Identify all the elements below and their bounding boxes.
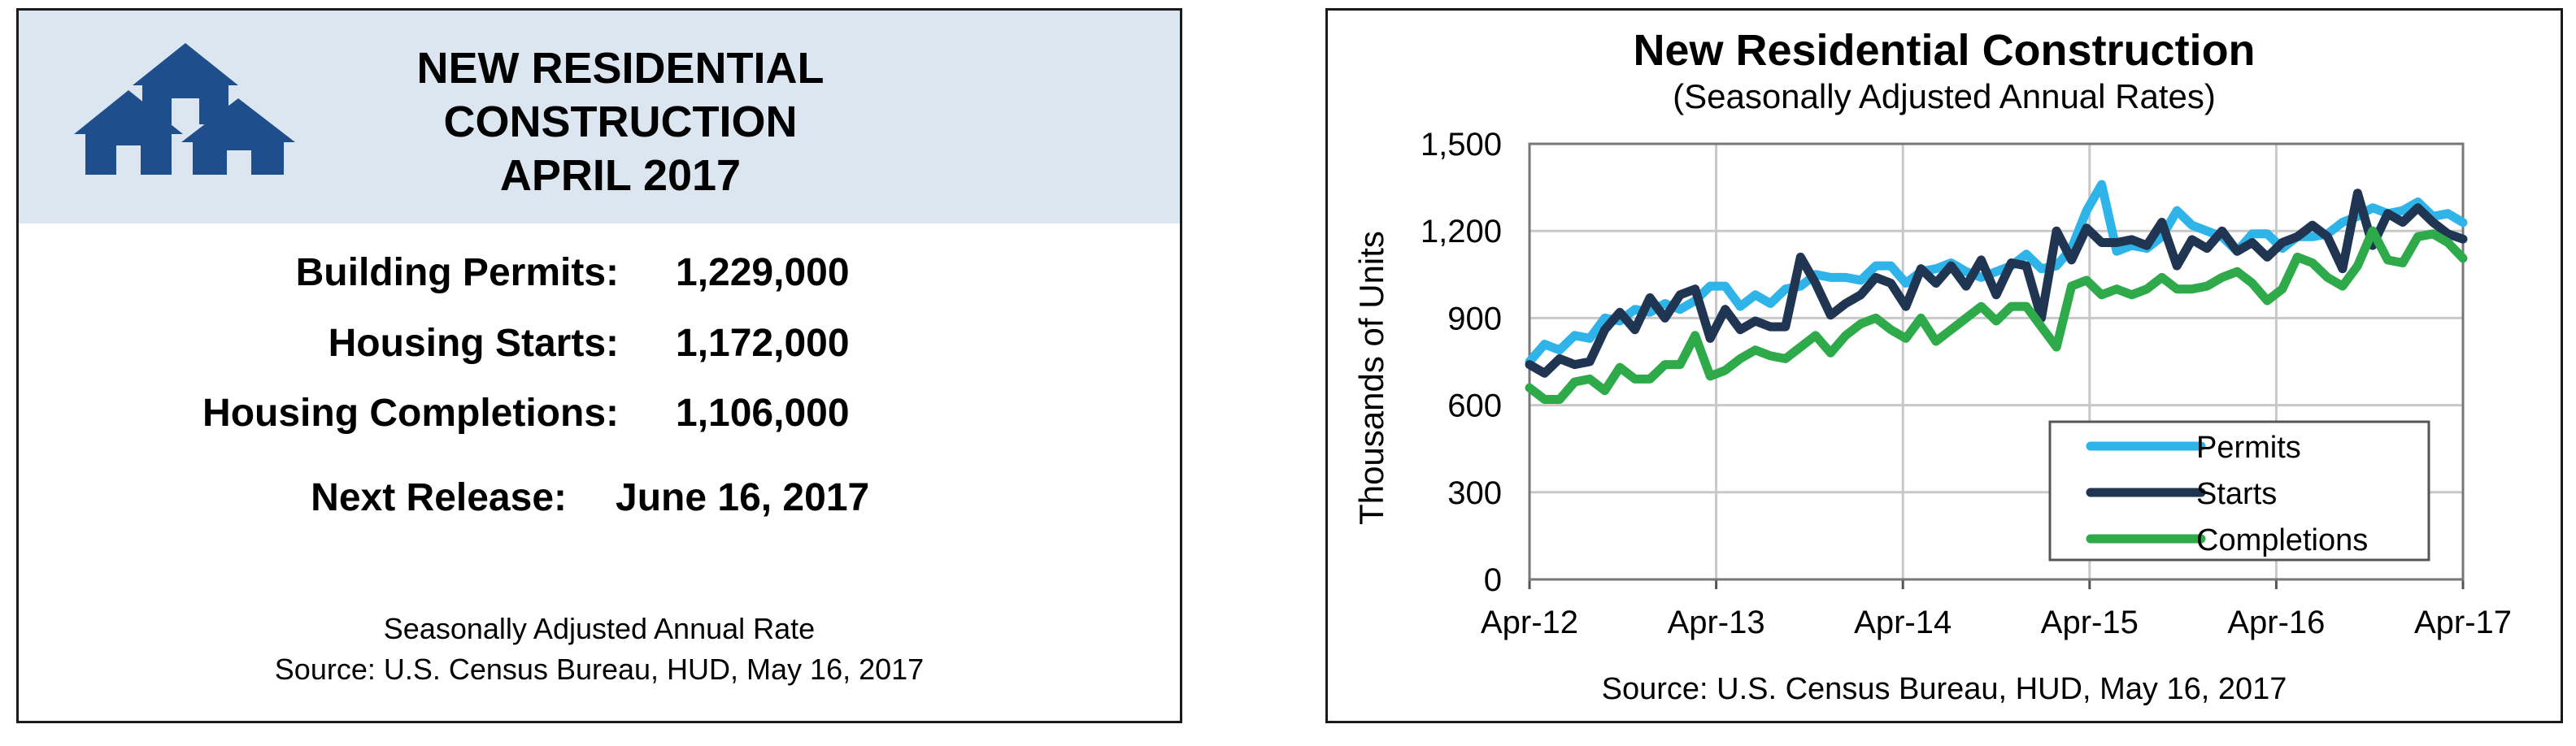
legend-label-permits: Permits [2196,431,2301,465]
stat-value: 1,229,000 [676,251,850,294]
x-tick-label: Apr-14 [1854,605,1952,640]
y-tick-label: 300 [1447,475,1502,511]
x-tick-label: Apr-16 [2227,605,2325,640]
y-tick-label: 1,200 [1421,214,1502,249]
stat-row-starts: Housing Starts: 1,172,000 [19,321,1180,386]
chart-panel: New Residential Construction (Seasonally… [1325,8,2563,723]
stat-label: Building Permits: [295,251,619,294]
legend-label-completions: Completions [2196,523,2368,557]
x-tick-label: Apr-13 [1668,605,1765,640]
stat-row-permits: Building Permits: 1,229,000 [19,250,1180,315]
chart-title: New Residential Construction [1633,26,2256,75]
series-line-starts [1525,189,2468,378]
stat-row-completions: Housing Completions: 1,106,000 [19,391,1180,456]
line-chart: 0 300 600 900 1,200 1,500 Apr-12 Apr-13 Apr-14 Ap… [1352,127,2512,640]
stat-label: Housing Completions: [202,392,619,435]
title-line-1: NEW RESIDENTIAL [416,44,825,93]
x-tick-label: Apr-17 [2414,605,2512,640]
x-tick-label: Apr-15 [2041,605,2139,640]
y-tick-label: 0 [1484,562,1502,598]
legend-label-starts: Starts [2196,477,2277,511]
footnote-source: Source: U.S. Census Bureau, HUD, May 16,… [274,653,925,686]
summary-banner: NEW RESIDENTIAL CONSTRUCTION APRIL 2017 [19,11,1180,223]
y-tick-label: 900 [1447,301,1502,336]
next-release-date: June 16, 2017 [616,476,870,519]
next-release-label: Next Release: [311,476,567,519]
stat-label: Housing Starts: [328,322,619,365]
title-line-2: CONSTRUCTION [443,98,798,146]
x-tick-label: Apr-12 [1481,605,1578,640]
y-tick-label: 600 [1447,388,1502,424]
series-line-permits [1525,180,2468,366]
summary-title: NEW RESIDENTIAL CONSTRUCTION APRIL 2017 [263,41,978,202]
houses-icon [74,43,295,175]
stat-value: 1,172,000 [676,322,850,365]
footnote-rate: Seasonally Adjusted Annual Rate [383,612,816,645]
title-line-3: APRIL 2017 [499,151,742,200]
chart-source: Source: U.S. Census Bureau, HUD, May 16,… [1601,672,2287,706]
summary-panel: NEW RESIDENTIAL CONSTRUCTION APRIL 2017 … [16,8,1182,723]
y-tick-label: 1,500 [1421,127,1502,163]
series-line-completions [1525,226,2468,404]
chart-subtitle: (Seasonally Adjusted Annual Rates) [1673,77,2216,115]
stat-value: 1,106,000 [676,392,850,435]
y-axis-title: Thousands of Units [1352,231,1390,525]
